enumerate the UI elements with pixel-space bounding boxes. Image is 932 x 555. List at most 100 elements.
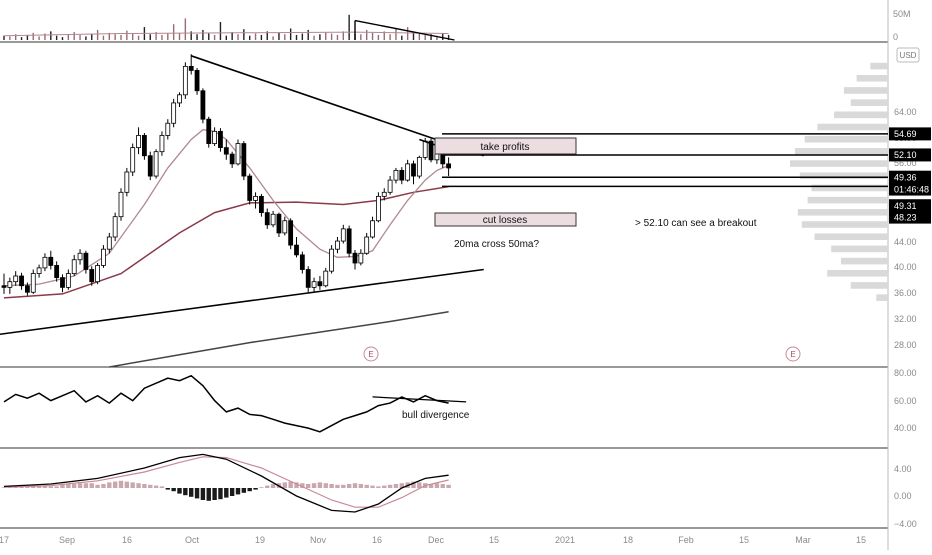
macd-histogram-bar xyxy=(364,484,369,488)
candle-body xyxy=(60,277,65,288)
candle-body xyxy=(364,236,370,254)
time-axis-label: 15 xyxy=(856,535,866,545)
candle-body xyxy=(19,275,24,287)
candle-body xyxy=(375,195,381,222)
macd-axis-label: 4.00 xyxy=(894,464,912,474)
rsi-axis[interactable]: 80.00 60.00 40.00 xyxy=(894,368,917,433)
macd-histogram-bar xyxy=(306,484,311,488)
macd-histogram-bar xyxy=(323,483,328,488)
candle-body xyxy=(294,244,299,256)
macd-histogram-bar xyxy=(346,484,352,488)
ma20-line xyxy=(3,129,449,287)
candle-body xyxy=(282,220,288,234)
macd-histogram-bar xyxy=(229,488,235,496)
price-tag-label: 48.23 xyxy=(894,212,917,222)
macd-histogram-bar xyxy=(89,483,94,488)
price-axis-label: 40.00 xyxy=(894,262,917,272)
volume-ma-line xyxy=(3,31,449,37)
macd-histogram-bar xyxy=(417,482,422,488)
macd-histogram-bar xyxy=(124,481,130,488)
currency-badge[interactable]: USD xyxy=(896,47,920,63)
candle-body xyxy=(317,281,323,287)
ma200-line xyxy=(109,311,449,368)
time-axis-label: 16 xyxy=(122,535,132,545)
macd-histogram-bar xyxy=(42,485,48,488)
macd-histogram-bar xyxy=(399,483,404,488)
cut-losses-box[interactable] xyxy=(434,212,577,227)
macd-histogram-bar xyxy=(165,488,170,490)
candle-body xyxy=(340,228,346,242)
candle-body xyxy=(194,70,200,92)
rsi-axis-label: 60.00 xyxy=(894,396,917,406)
macd-histogram-bar xyxy=(183,488,188,496)
candle-body xyxy=(13,275,19,283)
macd-panel xyxy=(1,453,451,513)
macd-histogram-bar xyxy=(247,488,252,492)
macd-histogram-bar xyxy=(101,484,106,488)
earnings-marker[interactable]: E xyxy=(785,346,801,362)
macd-histogram-bar xyxy=(393,484,399,488)
macd-histogram-bar xyxy=(259,487,264,488)
candle-body xyxy=(77,252,83,261)
candle-body xyxy=(177,94,182,104)
price-tag-bg xyxy=(889,210,931,224)
time-axis-label: 15 xyxy=(489,535,499,545)
candle-body xyxy=(30,273,36,293)
earnings-marker[interactable]: E xyxy=(363,346,379,362)
candle-body xyxy=(153,151,159,177)
candle-body xyxy=(118,191,124,218)
volume-profile-bar xyxy=(850,282,888,289)
ma-cross-note: 20ma cross 50ma? xyxy=(454,239,539,250)
volume-axis-label: 50M xyxy=(893,9,911,19)
macd-histogram-bar xyxy=(66,484,71,488)
macd-histogram-bar xyxy=(376,486,381,488)
volume-profile-bar xyxy=(834,111,888,119)
macd-histogram-bar xyxy=(288,481,293,488)
macd-histogram-bar xyxy=(387,484,393,488)
macd-histogram-bar xyxy=(434,483,440,488)
time-axis-label: 17 xyxy=(0,535,9,545)
macd-histogram-bar xyxy=(77,483,83,488)
earnings-marker-label: E xyxy=(790,350,795,359)
candle-body xyxy=(106,236,112,250)
macd-line xyxy=(3,453,449,513)
candle-body xyxy=(83,252,89,270)
macd-histogram-bar xyxy=(1,487,7,488)
currency-badge-label: USD xyxy=(900,51,917,60)
candle-body xyxy=(411,163,416,177)
volume-axis[interactable]: 50M 0 xyxy=(893,9,911,42)
price-tag-bg xyxy=(889,199,931,213)
volume-profile-bar xyxy=(876,294,888,301)
macd-histogram-bar xyxy=(153,485,159,488)
macd-histogram-bar xyxy=(411,481,416,488)
time-axis-label: Nov xyxy=(310,535,327,545)
macd-histogram-bar xyxy=(36,485,42,488)
candle-body xyxy=(218,130,223,149)
candle-body xyxy=(71,259,77,274)
price-tag-label: 01:46:48 xyxy=(894,184,929,194)
volume-profile-bar xyxy=(856,74,888,82)
price-tag-label: 49.31 xyxy=(894,201,917,211)
take-profits-box[interactable] xyxy=(434,137,577,155)
volume-panel xyxy=(3,14,455,41)
candle-body xyxy=(147,155,153,177)
candle-body xyxy=(165,122,171,136)
macd-histogram-bar xyxy=(159,486,165,488)
macd-histogram-bar xyxy=(206,488,211,501)
macd-histogram-bar xyxy=(329,484,334,488)
take-profits-label: take profits xyxy=(481,142,530,153)
volume-trendline xyxy=(354,19,455,41)
candle-body xyxy=(346,228,352,254)
volume-profile-bar xyxy=(840,257,888,265)
macd-axis[interactable]: 4.00 0.00 −4.00 xyxy=(894,464,917,529)
time-axis[interactable]: 17 Sep 16 Oct 19 Nov 16 Dec 15 2021 18 F… xyxy=(0,535,866,545)
volume-profile-bar xyxy=(850,99,888,106)
candle-body xyxy=(352,252,358,264)
macd-histogram-bar xyxy=(130,482,135,488)
time-axis-label: 16 xyxy=(372,535,382,545)
earnings-marker-label: E xyxy=(368,350,373,359)
macd-histogram-bar xyxy=(194,488,200,499)
price-tag-bg xyxy=(889,182,931,196)
